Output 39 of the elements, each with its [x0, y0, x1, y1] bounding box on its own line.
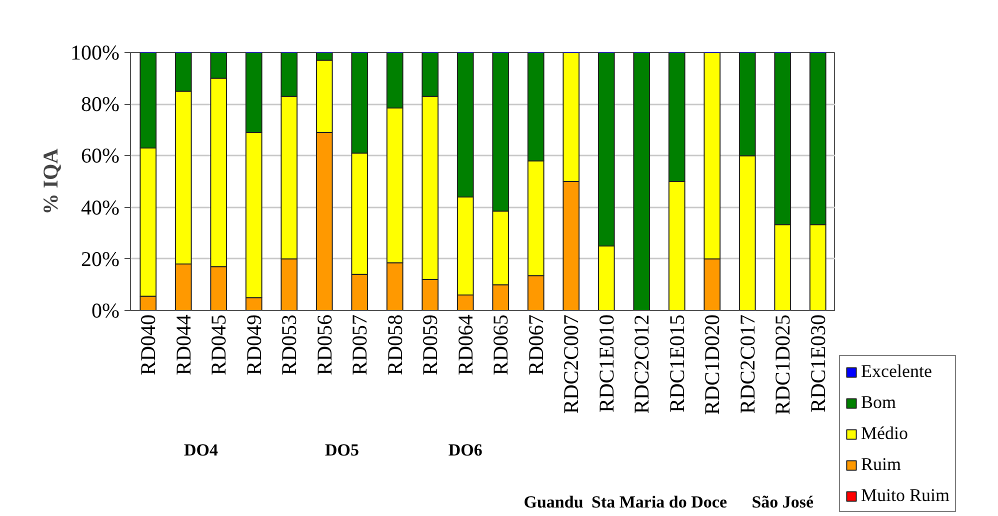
x-tick-label: RD056: [312, 314, 336, 376]
legend-label: Ruim: [861, 454, 902, 475]
y-axis-title: % IQA: [38, 148, 63, 214]
x-tick-label: RDC1E015: [664, 314, 689, 413]
x-tick-label: RDC1E010: [594, 314, 618, 413]
y-tick-label: 100%: [70, 40, 120, 64]
text: DO6: [448, 440, 482, 460]
x-tick-label: RD049: [242, 314, 266, 376]
x-tick-label: RD058: [382, 314, 407, 376]
bar: [633, 52, 650, 310]
y-tick-label: 60%: [81, 144, 120, 168]
legend-label: Médio: [861, 423, 908, 444]
text: DO5: [325, 440, 359, 460]
x-tick-label: RD044: [171, 314, 196, 376]
y-tick-label: 20%: [81, 246, 120, 271]
x-tick-label: RDC2C012: [630, 314, 654, 414]
legend-label: Bom: [861, 392, 896, 413]
text: Guandu: [524, 492, 584, 512]
x-tick-label: RDC1E030: [806, 314, 830, 413]
legend-label: Muito Ruim: [861, 485, 950, 506]
y-tick-label: 0%: [92, 298, 120, 322]
x-tick-label: RDC1D025: [770, 314, 795, 415]
x-tick-label: RD053: [277, 314, 302, 376]
x-tick-label: RD040: [136, 314, 160, 376]
x-tick-label: RD045: [206, 314, 231, 376]
legend-label: Excelente: [861, 361, 932, 382]
x-tick-label: RD067: [524, 314, 548, 376]
x-tick-label: RD059: [418, 314, 442, 376]
y-tick-label: 40%: [81, 195, 120, 220]
x-tick-label: RDC1D020: [700, 314, 724, 415]
y-tick-label: 80%: [81, 92, 120, 116]
text: São José: [752, 492, 814, 512]
x-tick-label: RD065: [488, 314, 513, 376]
x-tick-label: RDC2C017: [735, 314, 760, 414]
x-tick-label: RD064: [453, 314, 478, 376]
x-tick-label: RDC2C007: [559, 314, 584, 414]
text: DO4: [184, 440, 218, 460]
text: Sta Maria do Doce: [592, 492, 728, 512]
x-tick-label: RD057: [348, 314, 372, 376]
